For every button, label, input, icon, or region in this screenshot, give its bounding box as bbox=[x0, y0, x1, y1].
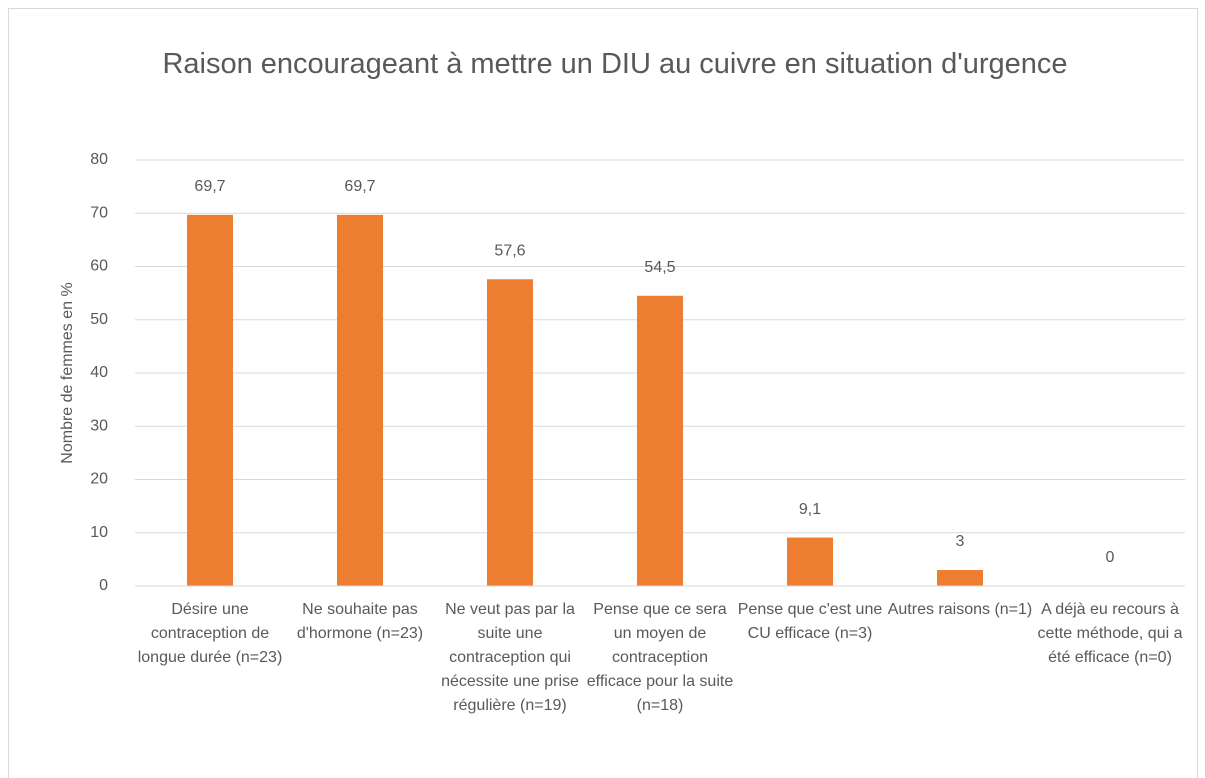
data-label: 3 bbox=[956, 533, 965, 550]
y-tick-label: 80 bbox=[90, 151, 108, 168]
y-axis-label: Nombre de femmes en % bbox=[59, 282, 76, 463]
data-label: 0 bbox=[1106, 549, 1115, 566]
chart-title: Raison encourageant à mettre un DIU au c… bbox=[162, 48, 1068, 80]
x-tick-label: Pense que ce sera un moyen de contracept… bbox=[586, 601, 734, 714]
x-tick-label: A déjà eu recours à cette méthode, qui a… bbox=[1037, 601, 1183, 666]
bar bbox=[337, 214, 383, 586]
x-tick-label: Ne souhaite pas d'hormone (n=23) bbox=[296, 601, 424, 642]
y-tick-label: 40 bbox=[90, 364, 108, 381]
y-tick-label: 20 bbox=[90, 471, 108, 488]
x-tick-label: Autres raisons (n=1) bbox=[887, 601, 1033, 618]
x-tick-label: Désire une contraception de longue durée… bbox=[137, 601, 283, 666]
y-tick-label: 0 bbox=[99, 577, 108, 594]
chart-border bbox=[8, 8, 1198, 778]
x-tick-label: Ne veut pas par la suite une contracepti… bbox=[441, 601, 579, 714]
bar bbox=[187, 214, 233, 586]
bar bbox=[787, 537, 833, 586]
y-tick-label: 60 bbox=[90, 258, 108, 275]
y-tick-label: 10 bbox=[90, 524, 108, 541]
bar bbox=[937, 570, 983, 586]
data-label: 69,7 bbox=[344, 178, 375, 195]
x-tick-label: Pense que c'est une CU efficace (n=3) bbox=[737, 601, 883, 642]
bar bbox=[487, 279, 533, 586]
y-tick-label: 50 bbox=[90, 311, 108, 328]
y-tick-label: 70 bbox=[90, 204, 108, 221]
data-label: 57,6 bbox=[494, 242, 525, 259]
data-label: 9,1 bbox=[799, 501, 821, 518]
bar bbox=[637, 295, 683, 586]
data-label: 54,5 bbox=[644, 259, 675, 276]
y-tick-label: 30 bbox=[90, 417, 108, 434]
data-label: 69,7 bbox=[194, 178, 225, 195]
